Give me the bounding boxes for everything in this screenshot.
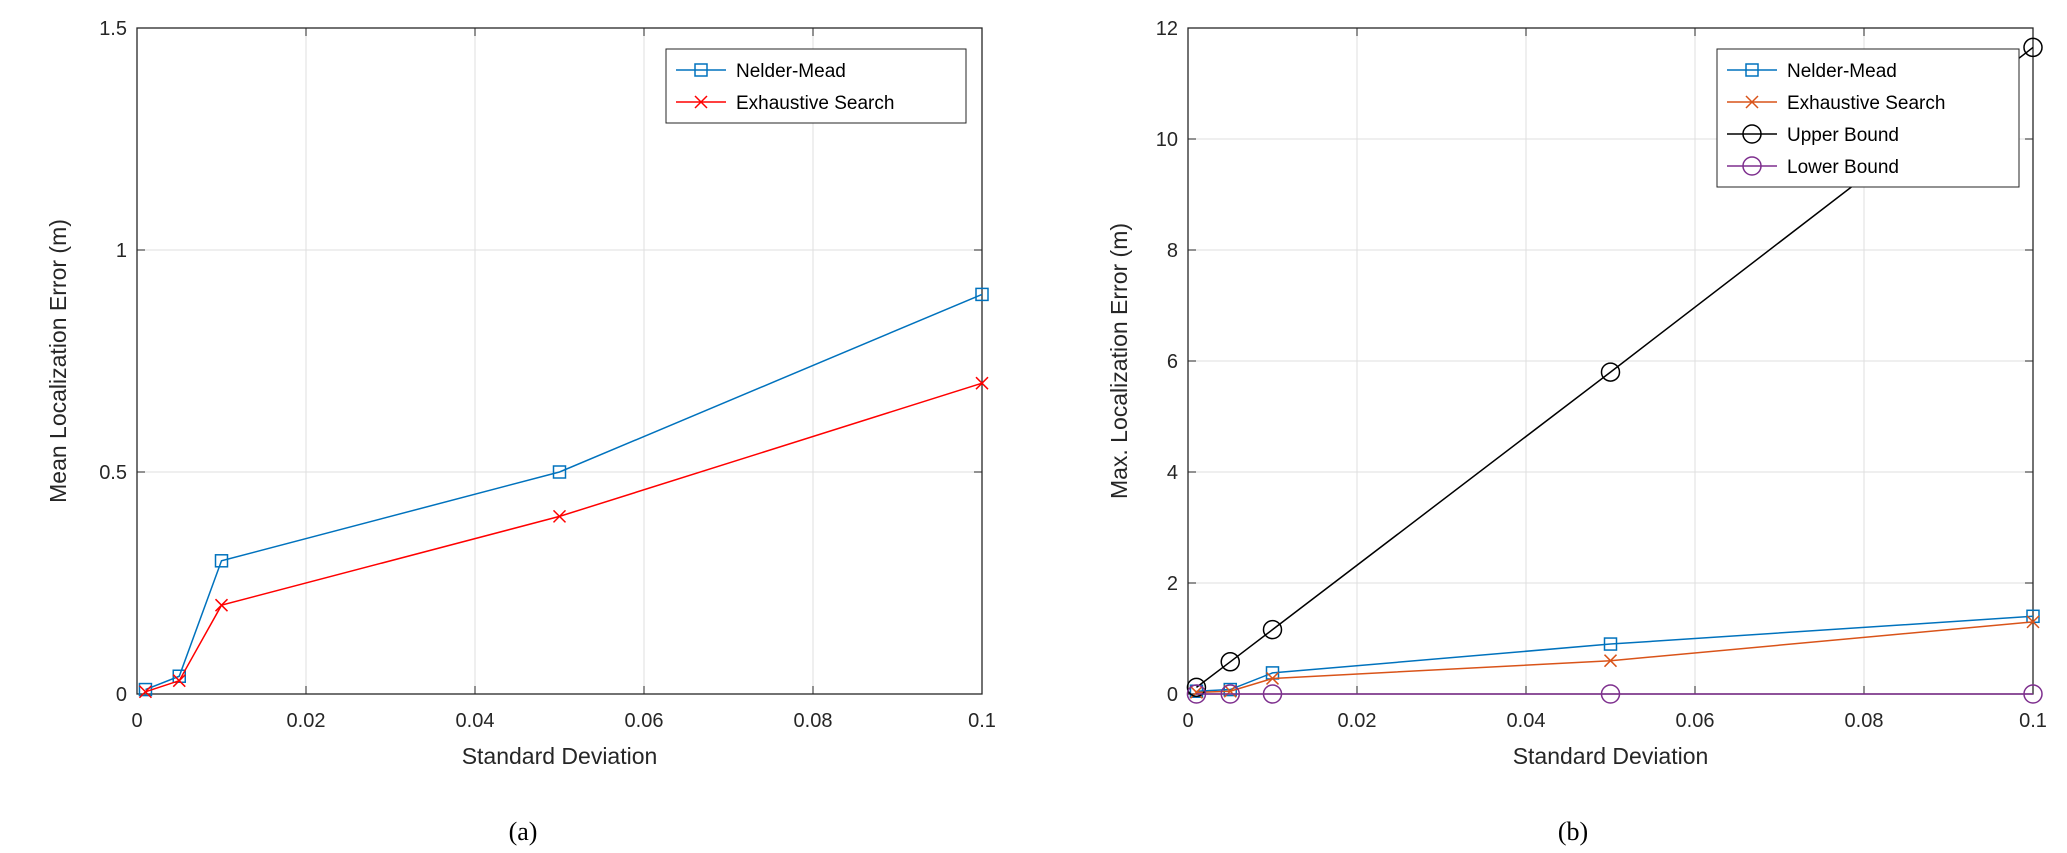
y-tick-label: 0.5 [99, 462, 127, 484]
y-tick-label: 8 [1167, 240, 1178, 262]
panel-caption: (b) [1558, 817, 1588, 846]
data-point [172, 674, 186, 688]
legend-entry: Nelder-Mead [736, 61, 846, 82]
x-tick-label: 0.06 [1676, 710, 1715, 732]
x-tick-label: 0.04 [1507, 710, 1546, 732]
y-tick-label: 1.5 [99, 18, 127, 40]
series-line [1196, 615, 2034, 692]
x-tick-label: 0.04 [456, 710, 495, 732]
data-point [1265, 671, 1280, 685]
series-nelder-mead [138, 287, 989, 697]
legend-entry: Upper Bound [1787, 125, 1899, 146]
x-axis-label: Standard Deviation [1513, 743, 1709, 769]
legend-entry: Exhaustive Search [1787, 93, 1945, 114]
legend: Nelder-Mead Exhaustive Search [665, 48, 967, 124]
data-point [1186, 684, 1207, 704]
data-point [2026, 615, 2040, 629]
data-point [1223, 684, 1237, 698]
x-tick-label: 0 [1182, 710, 1193, 732]
data-point [1262, 619, 1283, 640]
x-tick-label: 0 [131, 710, 142, 732]
data-point [1189, 685, 1203, 699]
legend: Nelder-Mead Exhaustive Search Upper Bound L… [1716, 48, 2020, 188]
legend-box [1716, 48, 2020, 188]
series-exhaustive-search [138, 376, 989, 699]
data-point [214, 598, 229, 612]
series-upper-bound [1186, 37, 2043, 698]
series-line [145, 382, 983, 693]
x-tick-label: 0.08 [794, 710, 833, 732]
legend-entry: Lower Bound [1787, 157, 1899, 178]
series-lower-bound [1186, 684, 2043, 704]
y-tick-label: 0 [116, 684, 127, 706]
chart-panel-a: 0 0.02 0.04 0.06 0.08 0.1 0 0.5 1 1.5 Standard Dev… [45, 18, 996, 846]
data-point [1186, 677, 1207, 698]
legend-marker [1745, 95, 1759, 109]
legend-entry: Nelder-Mead [1787, 61, 1897, 82]
x-tick-label: 0.06 [625, 710, 664, 732]
legend-marker [1742, 156, 1762, 176]
data-point [1600, 684, 1621, 704]
data-point [138, 685, 152, 699]
y-tick-label: 6 [1167, 351, 1178, 373]
data-point [1220, 652, 1240, 672]
legend-entry: Exhaustive Search [736, 93, 894, 114]
y-tick-label: 10 [1156, 129, 1178, 151]
x-tick-label: 0.02 [287, 710, 326, 732]
y-tick-label: 1 [116, 240, 127, 262]
data-point [1600, 362, 1621, 382]
legend-marker [1745, 63, 1759, 77]
y-tick-label: 12 [1156, 18, 1178, 40]
y-axis-label: Mean Localization Error (m) [45, 219, 71, 503]
data-point [975, 287, 989, 302]
series-nelder-mead [1189, 609, 2040, 698]
legend-marker [694, 95, 708, 109]
x-axis-label: Standard Deviation [462, 743, 658, 769]
panel-caption: (a) [509, 817, 538, 846]
data-point [2023, 37, 2043, 58]
x-tick-label: 0.1 [2019, 710, 2047, 732]
x-tick-label: 0.02 [1338, 710, 1377, 732]
data-point [1220, 684, 1240, 704]
series-exhaustive-search [1189, 615, 2040, 699]
data-point [1262, 684, 1283, 704]
data-point [975, 376, 989, 390]
x-tick-label: 0.08 [1845, 710, 1884, 732]
series-line [145, 293, 983, 691]
data-point [552, 509, 567, 523]
data-point [214, 554, 229, 568]
series-line [1195, 46, 2034, 688]
data-point [1603, 637, 1618, 651]
axes-box [136, 27, 983, 695]
data-point [1603, 654, 1618, 668]
data-point [2023, 684, 2043, 704]
legend-box [665, 48, 967, 124]
x-tick-label: 0.1 [968, 710, 996, 732]
chart-panel-b: 0 0.02 0.04 0.06 0.08 0.1 0 2 4 6 8 10 12 Standard De… [1106, 18, 2047, 846]
y-tick-label: 2 [1167, 573, 1178, 595]
y-axis-label: Max. Localization Error (m) [1106, 223, 1132, 499]
data-point [172, 669, 186, 683]
legend-marker [694, 63, 708, 77]
data-point [552, 465, 567, 479]
legend-marker [1742, 124, 1762, 144]
y-tick-label: 4 [1167, 462, 1178, 484]
y-tick-label: 0 [1167, 684, 1178, 706]
